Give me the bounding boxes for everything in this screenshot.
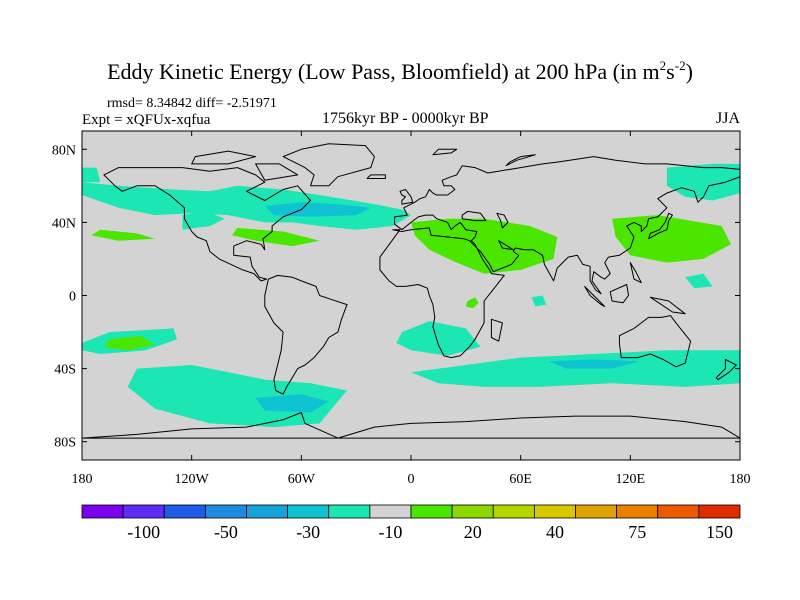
coastline-new-zealand bbox=[715, 359, 737, 381]
coastline-borneo-sumatra bbox=[609, 284, 629, 304]
colorbar-label: -10 bbox=[378, 522, 402, 542]
coastline-black-caspian bbox=[461, 210, 487, 222]
lon-tick-label: 120E bbox=[616, 472, 646, 487]
colorbar-swatch bbox=[410, 504, 453, 519]
anomaly-region-north-atlantic-green bbox=[231, 227, 320, 247]
colorbar-swatch bbox=[451, 504, 494, 519]
coastline-svalbard bbox=[432, 148, 458, 156]
colorbar-label: -50 bbox=[214, 522, 238, 542]
anomaly-region-indian-green-spot bbox=[465, 297, 479, 309]
coastline-madagascar bbox=[490, 318, 503, 342]
colorbar-swatch bbox=[328, 504, 371, 519]
colorbar-swatch bbox=[287, 504, 330, 519]
coastline-great-britain bbox=[399, 189, 414, 205]
lon-tick-label: 0 bbox=[408, 472, 415, 487]
anomaly-regions bbox=[82, 163, 740, 428]
anomaly-region-north-pacific-atlantic-band bbox=[82, 182, 411, 230]
colorbar-swatch bbox=[163, 504, 206, 519]
coastline-south-america bbox=[264, 274, 348, 395]
anomaly-region-south-pacific-green bbox=[103, 335, 156, 351]
figure-title: Eddy Kinetic Energy (Low Pass, Bloomfiel… bbox=[107, 58, 693, 84]
anomaly-region-north-africa-arabia-green bbox=[411, 218, 558, 274]
lat-tick-label: 0 bbox=[69, 290, 76, 305]
colorbar: -100 -50 -30 -10 20 40 75 150 bbox=[81, 504, 741, 542]
axis-ticks: 80N 40N 0 40S 80S 180 120W 60W 0 60E 120E 180 bbox=[52, 131, 751, 487]
colorbar-label: -100 bbox=[127, 522, 160, 542]
lon-tick-label: 180 bbox=[730, 472, 751, 487]
colorbar-swatch bbox=[122, 504, 165, 519]
lon-tick-label: 60W bbox=[288, 472, 316, 487]
colorbar-label: 20 bbox=[464, 522, 482, 542]
coastline-arabia-gulf bbox=[498, 240, 514, 251]
coastline-new-guinea bbox=[649, 296, 686, 315]
colorbar-label: -30 bbox=[296, 522, 320, 542]
colorbar-swatch bbox=[492, 504, 535, 519]
anomaly-region-south-atlantic-band bbox=[396, 321, 481, 356]
lat-tick-label: 40S bbox=[54, 363, 76, 378]
colorbar-label: 75 bbox=[628, 522, 646, 542]
colorbar-swatch bbox=[246, 504, 289, 519]
colorbar-label: 150 bbox=[706, 522, 733, 542]
coastline-sumatra bbox=[584, 285, 606, 307]
coastline-philippines bbox=[629, 262, 642, 284]
lat-tick-label: 40N bbox=[52, 216, 76, 231]
coastlines bbox=[82, 143, 740, 439]
anomaly-region-north-america-west bbox=[182, 211, 225, 230]
coastline-australia bbox=[618, 315, 692, 368]
lon-tick-label: 180 bbox=[72, 472, 93, 487]
lat-tick-label: 80S bbox=[54, 436, 76, 451]
lon-tick-label: 120W bbox=[175, 472, 210, 487]
anomaly-region-north-pacific-west bbox=[82, 167, 101, 183]
coastline-baffin bbox=[255, 163, 299, 181]
coastline-greenland bbox=[282, 143, 375, 187]
colorbar-swatch bbox=[81, 504, 124, 519]
coastline-arctic-isles bbox=[191, 150, 257, 165]
colorbar-swatch bbox=[369, 504, 412, 519]
colorbar-swatch bbox=[533, 504, 576, 519]
colorbar-swatch bbox=[204, 504, 247, 519]
coastline-japan bbox=[648, 212, 673, 240]
lat-tick-label: 80N bbox=[52, 143, 76, 158]
anomaly-region-tiny-cyan-indian bbox=[531, 295, 547, 307]
colorbar-label: 40 bbox=[546, 522, 564, 542]
anomaly-region-north-pacific-green-east bbox=[91, 229, 156, 241]
time-period-label: 1756kyr BP - 0000kyr BP bbox=[322, 110, 489, 127]
coastline-caspian bbox=[496, 212, 509, 229]
coastline-novaya-zemlya bbox=[505, 154, 536, 167]
coastline-antarctica bbox=[82, 412, 740, 439]
anomaly-region-south-america-core bbox=[255, 394, 329, 413]
anomaly-region-south-indian-core bbox=[548, 359, 640, 369]
experiment-label: Expt = xQFUx-xqfua bbox=[82, 112, 211, 128]
colorbar-swatch bbox=[575, 504, 618, 519]
colorbar-swatch bbox=[698, 504, 741, 519]
anomaly-region-north-pacific-east bbox=[666, 163, 740, 201]
coastline-iceland bbox=[366, 174, 386, 179]
colorbar-swatch bbox=[657, 504, 700, 519]
rmsd-stats: rmsd= 8.34842 diff= -2.51971 bbox=[107, 96, 277, 111]
anomaly-region-australia-cyan-spot bbox=[685, 273, 713, 289]
colorbar-swatch bbox=[616, 504, 659, 519]
coastline-north-america bbox=[103, 167, 311, 282]
lon-tick-label: 60E bbox=[509, 472, 532, 487]
season-label: JJA bbox=[715, 110, 740, 127]
coastline-afro-eurasia bbox=[379, 156, 740, 359]
